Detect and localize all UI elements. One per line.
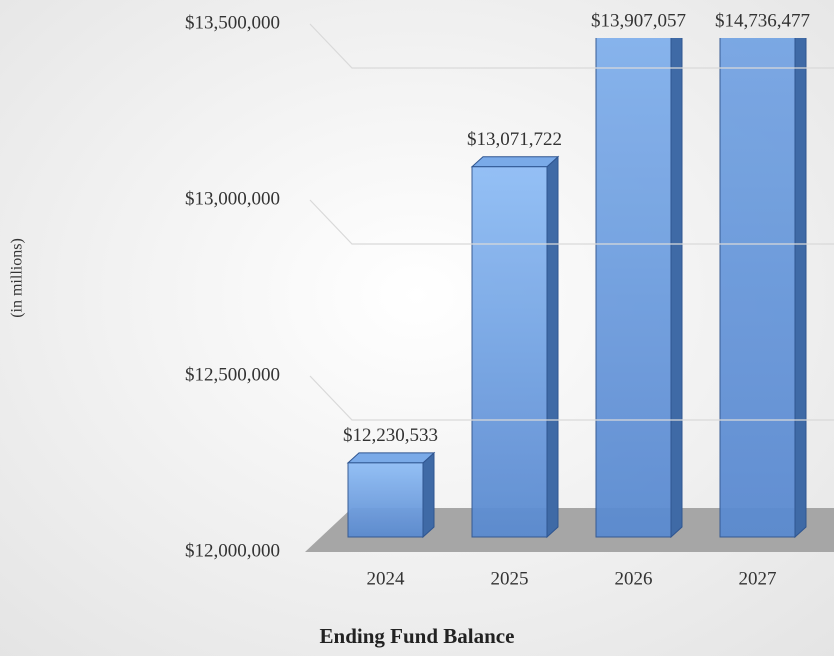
x-tick-label: 2024 bbox=[367, 568, 406, 589]
bar bbox=[470, 155, 560, 539]
y-tick-label: $13,000,000 bbox=[185, 188, 280, 209]
grid-line bbox=[309, 375, 834, 421]
bar-front bbox=[471, 166, 548, 538]
bar-side bbox=[546, 155, 559, 539]
bar-top bbox=[470, 156, 560, 168]
bar-side bbox=[670, 38, 683, 539]
y-tick-label: $12,000,000 bbox=[185, 540, 280, 561]
y-tick-label: $12,500,000 bbox=[185, 364, 280, 385]
data-label: $12,230,533 bbox=[343, 425, 438, 446]
x-tick-label: 2026 bbox=[615, 568, 653, 589]
data-label: $13,907,057 bbox=[591, 10, 686, 31]
bar bbox=[346, 451, 436, 539]
grid-line bbox=[309, 199, 834, 245]
y-tick-label: $13,500,000 bbox=[185, 12, 280, 33]
grid-line bbox=[309, 23, 834, 69]
bar-side bbox=[422, 451, 435, 539]
bar-front bbox=[719, 38, 796, 538]
bar-side bbox=[794, 38, 807, 539]
bar-front bbox=[347, 462, 424, 538]
x-tick-label: 2025 bbox=[491, 568, 529, 589]
bar bbox=[719, 38, 807, 539]
bar bbox=[595, 38, 683, 539]
floor bbox=[305, 508, 834, 552]
data-label: $13,071,722 bbox=[467, 129, 562, 150]
bar-front bbox=[595, 38, 672, 538]
bar-top bbox=[346, 452, 436, 464]
data-label: $14,736,477 bbox=[715, 10, 810, 31]
x-tick-label: 2027 bbox=[739, 568, 777, 589]
y-axis-title: (in millions) bbox=[9, 238, 26, 318]
x-axis-title: Ending Fund Balance bbox=[320, 624, 515, 648]
